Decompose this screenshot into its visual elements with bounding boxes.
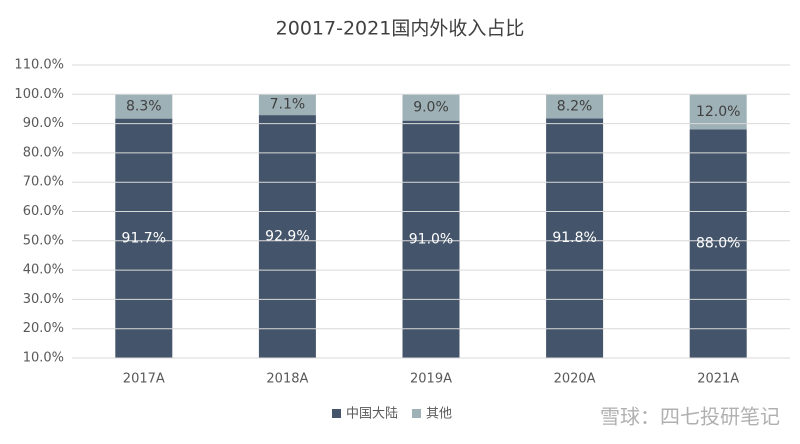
y-tick-label: 20.0% <box>23 321 64 336</box>
legend-label: 其他 <box>426 407 452 422</box>
data-label: 92.9% <box>265 229 309 245</box>
y-tick-label: 90.0% <box>23 116 64 131</box>
y-tick-label: 110.0% <box>14 58 64 73</box>
bar-segment <box>402 120 460 358</box>
y-tick-label: 40.0% <box>23 263 64 278</box>
data-label: 8.2% <box>557 98 593 114</box>
data-label: 7.1% <box>270 97 306 113</box>
y-tick-label: 50.0% <box>23 233 64 248</box>
plot-area <box>115 94 747 358</box>
data-label: 9.0% <box>413 99 449 115</box>
bar-segment <box>258 115 316 358</box>
bar-segment <box>115 94 173 119</box>
x-tick-label: 2018A <box>266 372 308 387</box>
x-tick-label: 2017A <box>123 372 165 387</box>
data-label: 8.3% <box>126 98 162 114</box>
y-tick-label: 10.0% <box>23 351 64 366</box>
data-label: 91.0% <box>409 231 453 247</box>
data-label: 88.0% <box>696 236 740 252</box>
bar-segment <box>546 118 604 358</box>
legend-swatch <box>412 409 422 418</box>
y-tick-label: 60.0% <box>23 204 64 219</box>
bar-segment <box>258 94 316 116</box>
bar-segment <box>115 118 173 358</box>
data-label: 91.7% <box>122 230 166 246</box>
watermark: 雪球：四七投研笔记 <box>600 405 780 429</box>
x-tick-label: 2019A <box>410 372 452 387</box>
bar-segment <box>546 94 604 119</box>
y-tick-label: 80.0% <box>23 145 64 160</box>
legend-label: 中国大陆 <box>346 406 398 422</box>
y-tick-label: 30.0% <box>23 292 64 307</box>
y-tick-label: 70.0% <box>23 175 64 190</box>
legend-swatch <box>332 409 341 418</box>
x-tick-label: 2021A <box>697 372 739 387</box>
x-tick-label: 2020A <box>554 372 596 387</box>
bar-segment <box>402 94 460 121</box>
y-tick-label: 100.0% <box>14 87 64 102</box>
bar-segment <box>689 129 747 358</box>
chart-title: 20017-2021国内外收入占比 <box>276 18 525 40</box>
data-label: 91.8% <box>552 230 596 246</box>
data-label: 12.0% <box>696 104 740 120</box>
